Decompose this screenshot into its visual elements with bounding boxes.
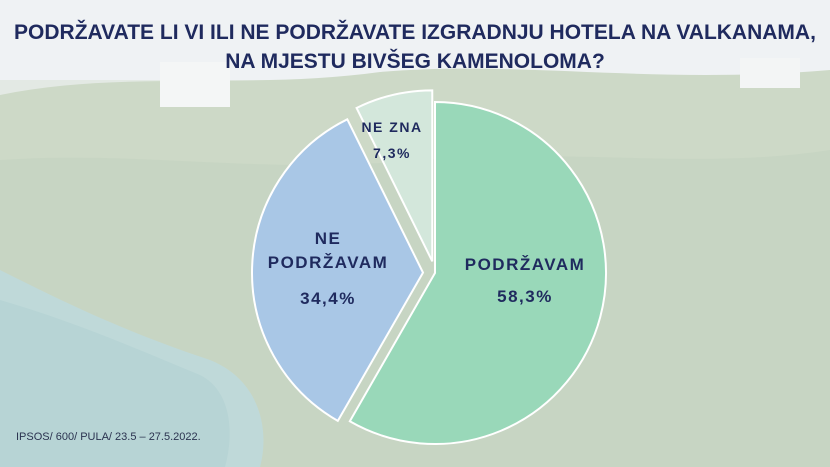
slice-label-ne_zna: NE ZNA (361, 119, 422, 135)
pie-slice-podrzavam (348, 100, 607, 445)
chart-title-line2: NA MJESTU BIVŠEG KAMENOLOMA? (225, 50, 605, 73)
pie-slice-ne_zna (355, 89, 434, 262)
chart-title-line1: PODRŽAVATE LI VI ILI NE PODRŽAVATE IZGRA… (14, 21, 816, 44)
slice-value-ne_zna: 7,3% (373, 145, 411, 161)
slice-label-ne_podrzavam: NE PODRŽAVAM (268, 229, 389, 272)
chart-title: PODRŽAVATE LI VI ILI NE PODRŽAVATE IZGRA… (0, 18, 830, 76)
source-note: IPSOS/ 600/ PULA/ 23.5 – 27.5.2022. (16, 431, 201, 443)
pie-slice-ne_podrzavam (251, 117, 425, 423)
slice-label-podrzavam: PODRŽAVAM (465, 255, 586, 274)
slice-value-podrzavam: 58,3% (497, 287, 553, 306)
slice-value-ne_podrzavam: 34,4% (300, 289, 356, 308)
